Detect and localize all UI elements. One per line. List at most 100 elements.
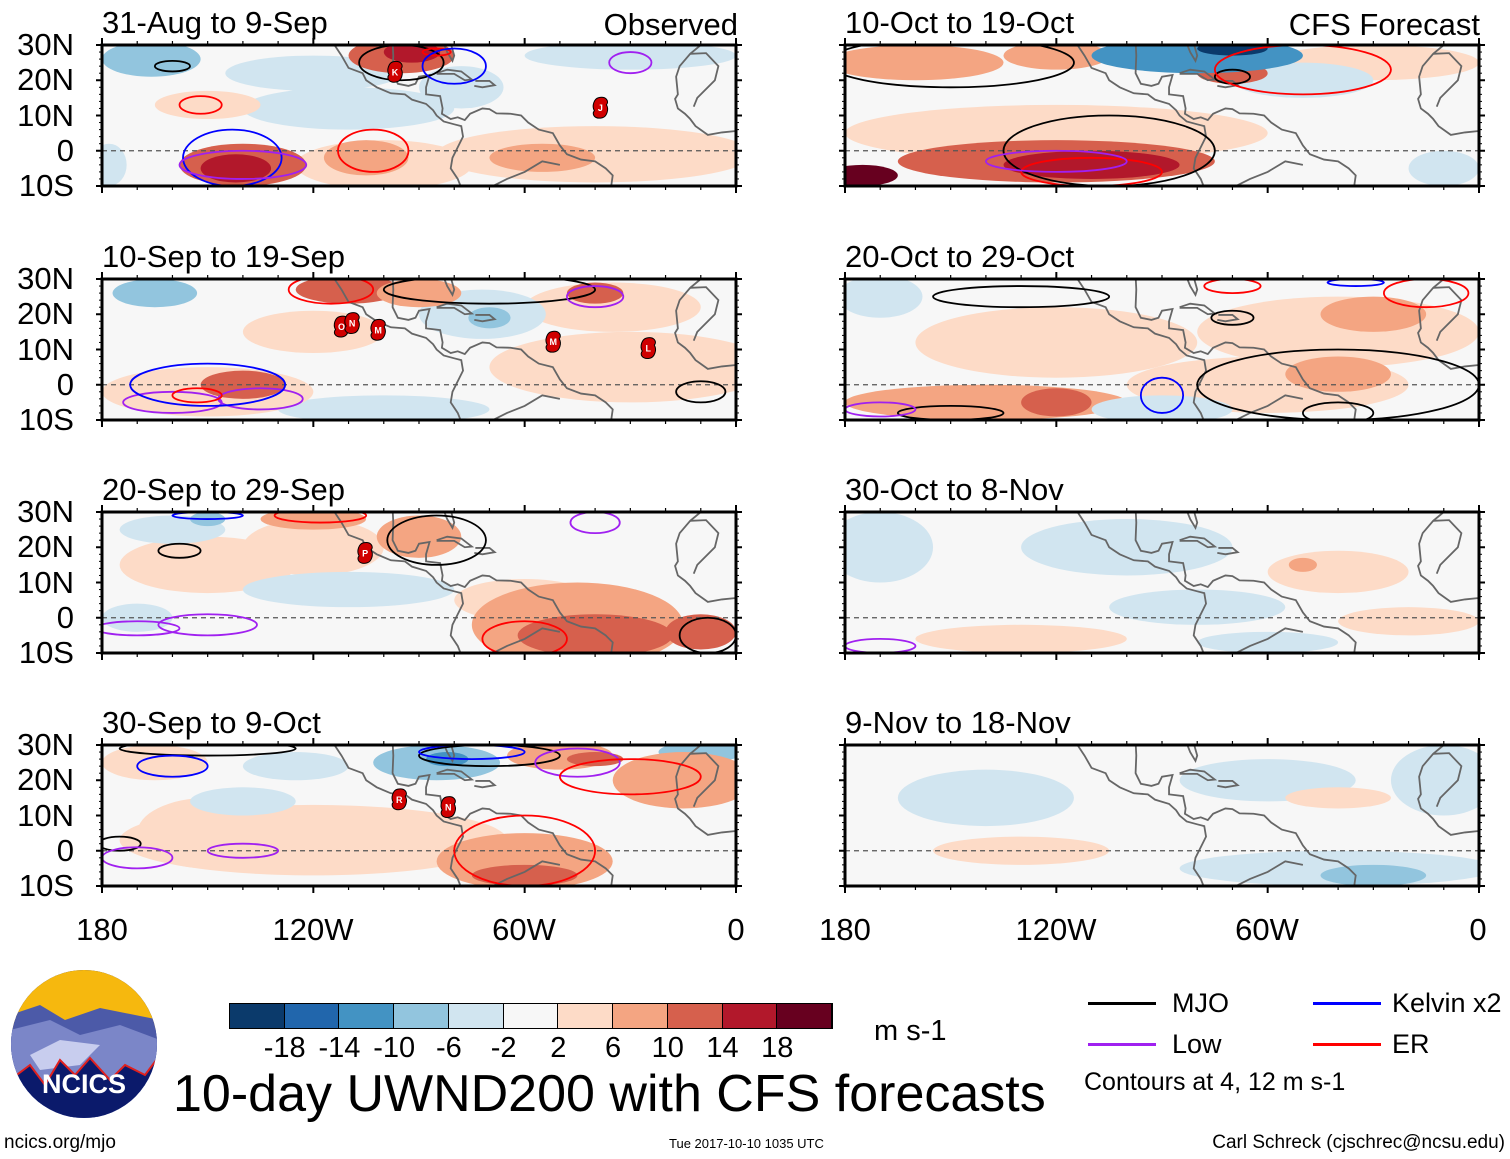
anomaly-patch — [1003, 45, 1110, 70]
mjo-contour — [386, 514, 487, 566]
anomaly-patch — [1091, 395, 1233, 420]
map-panel — [839, 272, 1485, 427]
coastline — [1217, 780, 1240, 789]
lat-label: 0 — [56, 366, 74, 402]
map-panel — [839, 505, 1485, 660]
colorbar-swatch — [613, 1004, 668, 1028]
coastline — [674, 45, 736, 136]
coastline — [1233, 860, 1304, 886]
colorbar — [229, 1003, 833, 1029]
anomaly-patch — [845, 512, 934, 583]
svg-text:O: O — [338, 322, 345, 332]
coastline — [443, 745, 456, 764]
anomaly-patch — [200, 370, 286, 399]
kelvin-contour — [171, 512, 244, 520]
colorbar-swatch — [503, 1004, 559, 1028]
anomaly-patch — [260, 512, 367, 530]
anomaly-patch — [1021, 519, 1233, 576]
coastline — [490, 394, 561, 420]
kelvin-contour — [1326, 279, 1385, 287]
low-contour — [534, 747, 621, 778]
coastline — [474, 80, 497, 89]
legend-swatch-mjo — [1088, 1002, 1156, 1005]
anomaly-patch — [897, 769, 1074, 827]
hurricane-icon: P — [357, 541, 373, 564]
anomaly-patch — [376, 279, 462, 308]
anomaly-patch — [489, 331, 736, 403]
colorbar-swatch — [448, 1004, 504, 1028]
contour-note: Contours at 4, 12 m s-1 — [1084, 1068, 1346, 1096]
lat-label: 10S — [18, 635, 74, 670]
colorbar-swatch — [394, 1004, 449, 1028]
coastline — [490, 627, 561, 653]
lat-label: 10N — [17, 797, 74, 833]
lat-label: 10N — [17, 97, 74, 133]
coastline — [1134, 279, 1357, 420]
anomaly-patch — [468, 307, 511, 329]
coastline — [391, 279, 614, 420]
coastline — [391, 745, 614, 886]
map-panel — [839, 738, 1485, 893]
colorbar-label: -2 — [490, 1032, 517, 1064]
lon-label-right: 60W — [1235, 912, 1299, 947]
legend-label-er: ER — [1392, 1029, 1430, 1059]
coastline — [1075, 512, 1207, 653]
forecast-label: CFS Forecast — [1288, 7, 1480, 42]
coastline — [391, 512, 614, 653]
svg-text:P: P — [362, 548, 368, 558]
anomaly-patch — [102, 745, 208, 781]
coastline — [1179, 68, 1218, 82]
anomaly-patch — [1267, 550, 1409, 594]
anomaly-patch — [1021, 388, 1092, 417]
lat-label: 20N — [17, 762, 74, 798]
low-contour — [102, 620, 181, 637]
anomaly-patch — [845, 45, 1004, 81]
anomaly-patch — [915, 624, 1127, 653]
low-contour — [206, 842, 280, 859]
anomaly-patch — [278, 395, 490, 420]
coastline — [1134, 512, 1357, 653]
lat-label: 10S — [18, 168, 74, 203]
lat-label: 20N — [17, 529, 74, 565]
coastline — [690, 52, 720, 108]
panel-title: 31-Aug to 9-Sep — [102, 5, 328, 40]
lon-label-left: 180 — [76, 912, 128, 947]
anomaly-patch — [1109, 589, 1286, 625]
er-contour — [558, 758, 702, 796]
anomaly-patch — [1288, 557, 1317, 572]
mjo-contour — [932, 285, 1111, 309]
anomaly-patch — [1338, 607, 1479, 636]
coastline — [391, 45, 614, 186]
coastline — [1186, 45, 1199, 64]
coastline — [1233, 160, 1304, 186]
anomaly-patch — [471, 864, 578, 886]
er-contour — [421, 47, 452, 57]
anomaly-patch — [933, 836, 1110, 865]
mjo-contour — [675, 380, 727, 404]
kelvin-contour — [136, 754, 209, 778]
anomaly-patch — [612, 752, 736, 809]
anomaly-patch — [112, 279, 198, 308]
anomaly-patch — [1285, 356, 1391, 392]
panel-title: 20-Sep to 29-Sep — [102, 472, 346, 507]
coastline — [332, 279, 464, 420]
er-contour — [481, 620, 568, 653]
lon-label-left: 0 — [727, 912, 745, 947]
coastline — [1075, 745, 1207, 886]
anomaly-patch — [154, 90, 261, 120]
colorbar-label: 10 — [651, 1032, 684, 1064]
coastline — [332, 45, 464, 186]
anomaly-patch — [517, 614, 673, 653]
hurricane-icon: L — [640, 337, 656, 359]
coastline — [690, 286, 720, 342]
anomaly-patch — [1197, 631, 1339, 653]
colorbar-swatch — [777, 1004, 832, 1028]
colorbar-label: 18 — [761, 1032, 794, 1064]
anomaly-patch — [102, 45, 201, 77]
anomaly-patch — [242, 571, 455, 608]
lat-label: 20N — [17, 62, 74, 98]
low-contour — [157, 613, 258, 637]
panel-title: 10-Oct to 19-Oct — [845, 5, 1075, 40]
lat-label: 30N — [17, 494, 74, 529]
legend-swatch-low — [1088, 1043, 1156, 1046]
